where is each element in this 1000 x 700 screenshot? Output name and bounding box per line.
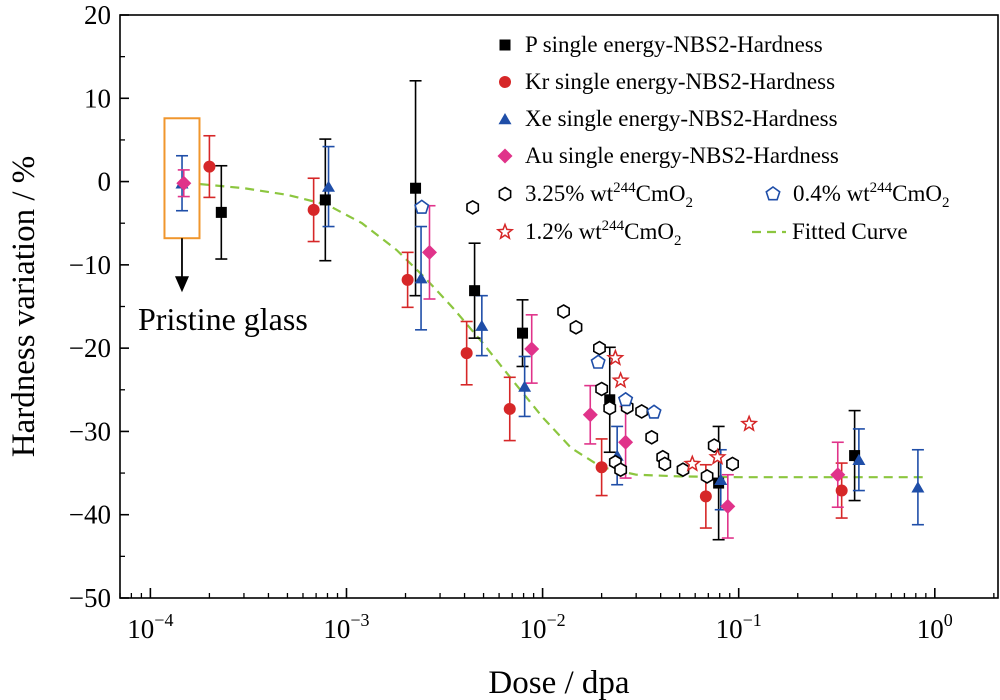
y-tick-label: −30 [69,416,111,446]
y-tick-label: 20 [84,0,111,30]
data-point-hexagon-open-000000 [557,304,571,319]
data-point-pentagon-open-1f4ea8 [414,199,430,214]
data-point-star-open-d62728 [708,447,727,466]
data-point-triangle-1f4ea8 [714,473,728,485]
y-tick-label: 10 [84,83,111,113]
data-point-triangle-1f4ea8 [322,180,335,192]
legend-label-circle: Kr single energy-NBS2-Hardness [525,69,835,94]
legend-label-hexagon-open: 3.25% wt244CmO2 [525,180,693,211]
data-point-pentagon-open-1f4ea8 [617,391,634,407]
data-point-diamond-e0338a [524,341,540,357]
y-axis-title: Hardness variation / % [6,156,42,458]
x-tick-label: 10−2 [520,610,566,644]
data-point-hexagon-open-000000 [466,199,480,215]
legend-label-diamond: Au single energy-NBS2-Hardness [525,143,839,168]
legend-label-star-open: 1.2% wt244CmO2 [525,218,682,249]
data-point-diamond-e0338a [830,467,846,483]
data-point-diamond-e0338a [582,407,598,423]
data-point-square-000000 [319,194,331,206]
annotation-layer: Pristine glass [138,117,308,337]
x-axis-title: Dose / dpa [488,665,629,700]
data-point-hexagon-open-000000 [726,456,740,472]
data-point-square-000000 [604,394,616,406]
data-point-hexagon-open-000000 [658,456,672,472]
data-point-square-000000 [849,450,861,462]
data-point-star-open-d62728 [611,370,630,389]
data-point-star-open-d62728 [606,348,625,366]
data-point-diamond-e0338a [720,498,736,514]
data-point-square-000000 [215,206,227,218]
legend-marker-star-open [495,222,515,240]
data-point-square-000000 [517,327,529,339]
legend-label-fitted-curve: Fitted Curve [792,219,908,244]
data-point-star-open-d62728 [740,414,759,432]
y-tick-label: −50 [69,583,111,613]
data-point-triangle-1f4ea8 [518,380,532,392]
data-point-diamond-e0338a [618,434,634,450]
annotation-arrow-head [174,276,189,293]
data-point-diamond-e0338a [422,244,437,260]
legend-label-triangle: Xe single energy-NBS2-Hardness [525,106,838,131]
legend-marker-square [499,39,511,51]
data-point-circle-d62728 [460,347,473,360]
data-point-circle-d62728 [595,461,608,474]
data-point-hexagon-open-000000 [603,400,617,416]
data-point-triangle-1f4ea8 [475,319,489,331]
data-point-circle-d62728 [835,484,848,497]
data-point-hexagon-open-000000 [645,429,659,445]
y-tick-label: 0 [98,167,112,197]
data-point-triangle-1f4ea8 [911,481,925,493]
data-point-hexagon-open-000000 [707,438,721,454]
data-point-hexagon-open-000000 [700,468,714,484]
x-tick-label: 10−3 [323,610,369,644]
data-point-hexagon-open-000000 [595,381,609,397]
data-point-hexagon-open-000000 [569,319,583,335]
legend-label-square: P single energy-NBS2-Hardness [525,32,823,57]
legend: P single energy-NBS2-Hardness Kr single e… [495,32,950,249]
data-point-square-000000 [469,285,481,297]
x-tick-label: 10−4 [127,610,173,644]
markers-layer [175,160,925,514]
y-tick-label: −20 [69,333,111,363]
data-point-hexagon-open-000000 [676,462,690,478]
legend-marker-diamond [497,148,513,164]
data-point-hexagon-open-000000 [592,340,606,356]
data-point-circle-d62728 [401,273,414,286]
data-point-pentagon-open-1f4ea8 [590,354,606,369]
data-point-hexagon-open-000000 [614,462,628,478]
data-point-diamond-e0338a [176,175,192,191]
annotation-pristine-glass: Pristine glass [138,301,308,337]
legend-marker-triangle [498,113,512,125]
y-tick-label: −10 [69,250,111,280]
data-point-circle-d62728 [307,203,320,216]
data-point-triangle-1f4ea8 [414,272,428,284]
legend-marker-hexagon-open [498,186,512,202]
data-point-triangle-1f4ea8 [852,453,866,465]
data-point-pentagon-open-1f4ea8 [646,404,662,419]
data-point-circle-d62728 [203,160,216,173]
legend-marker-circle [499,76,511,88]
data-point-square-000000 [410,182,422,194]
x-tick-label: 10−1 [716,610,762,644]
data-point-circle-d62728 [503,402,516,415]
data-point-hexagon-open-000000 [635,403,649,419]
data-point-star-open-d62728 [683,454,702,472]
y-tick-label: −40 [69,500,111,530]
x-tick-label: 100 [917,610,953,644]
data-point-circle-d62728 [699,490,712,503]
legend-marker-pentagon-open [765,186,781,201]
legend-label-pentagon-open: 0.4% wt244CmO2 [793,180,950,211]
